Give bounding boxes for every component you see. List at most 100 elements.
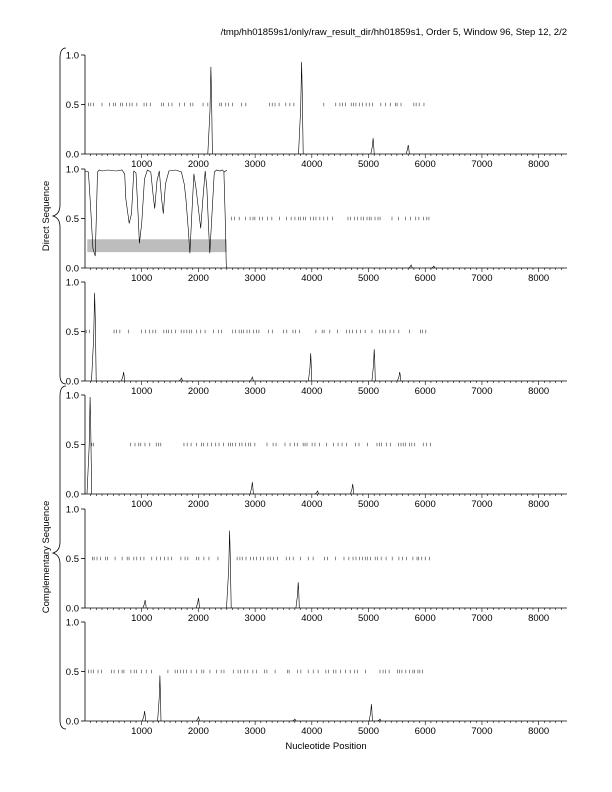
probability-peak [295,582,300,609]
panel-direct-2: 0.0 0.5 1.0 1000 2000 3000 4000 5000 6000 7000 800… [66,165,567,284]
x-tick-label: 4000 [301,726,322,737]
probability-peak [195,716,200,722]
x-tick-label: 4000 [301,386,322,397]
x-tick-label: 4000 [301,499,322,510]
x-tick-label: 1000 [131,613,152,624]
y-tick-label: 0.0 [66,717,79,728]
direct-sequence-bracket [51,47,67,385]
probability-peak [91,292,97,382]
probability-peak [371,349,376,382]
y-tick-label: 1.0 [66,618,79,629]
x-tick-label: 7000 [471,613,492,624]
x-tick-label: 5000 [358,159,379,170]
x-axis-label: Nucleotide Position [285,741,366,752]
y-tick-label: 0.5 [66,214,79,225]
x-tick-label: 2000 [188,273,209,284]
y-tick-label: 1.0 [66,278,79,289]
x-tick-label: 8000 [528,386,549,397]
x-tick-label: 1000 [131,386,152,397]
x-tick-label: 3000 [245,499,266,510]
y-tick-label: 0.5 [66,554,79,565]
highlight-region [87,239,227,253]
probability-peak [249,376,254,382]
x-tick-label: 1000 [131,159,152,170]
y-tick-label: 1.0 [66,165,79,176]
probability-peak [405,145,410,155]
x-tick-label: 2000 [188,499,209,510]
x-tick-label: 1000 [131,499,152,510]
x-tick-label: 7000 [471,386,492,397]
probability-peak [121,372,125,382]
x-tick-label: 5000 [358,499,379,510]
orf-marks [85,329,427,334]
orf-marks [230,216,430,221]
probability-peak [408,264,413,269]
y-tick-label: 0.0 [66,150,79,161]
x-tick-label: 4000 [301,613,322,624]
probability-peak [157,675,162,722]
x-tick-label: 6000 [415,726,436,737]
panel-complementary-3: 0.0 0.5 1.0 1000 2000 3000 4000 5000 6000 7000 800… [66,618,567,737]
probability-curve [84,169,227,257]
y-tick-label: 0.5 [66,100,79,111]
x-tick-label: 4000 [301,273,322,284]
probability-peak [207,66,213,155]
x-tick-label: 3000 [245,726,266,737]
probability-peak [308,353,313,382]
x-tick-label: 7000 [471,273,492,284]
y-tick-label: 0.0 [66,377,79,388]
x-tick-label: 8000 [528,499,549,510]
probability-peak [178,377,183,382]
x-tick-label: 6000 [415,613,436,624]
y-tick-label: 1.0 [66,505,79,516]
y-tick-label: 1.0 [66,51,79,62]
x-tick-label: 6000 [415,159,436,170]
x-tick-label: 2000 [188,613,209,624]
complementary-sequence-bracket [51,385,67,730]
probability-peak [142,711,146,722]
probability-peak [298,61,304,155]
y-tick-label: 1.0 [66,391,79,402]
x-tick-label: 7000 [471,499,492,510]
x-tick-label: 2000 [188,726,209,737]
probability-peak [86,396,92,495]
x-tick-label: 7000 [471,159,492,170]
y-tick-label: 0.0 [66,264,79,275]
x-tick-label: 1000 [131,273,152,284]
x-tick-label: 4000 [301,159,322,170]
panel-complementary-1: 0.0 0.5 1.0 1000 2000 3000 4000 5000 6000 7000 800… [66,391,567,510]
probability-curve [223,171,228,269]
direct-sequence-label: Direct Sequence [41,181,52,251]
x-tick-label: 3000 [245,386,266,397]
x-tick-label: 6000 [415,499,436,510]
x-tick-label: 5000 [358,726,379,737]
x-tick-label: 3000 [245,273,266,284]
probability-peak [226,530,232,609]
probability-peak [314,490,319,495]
probability-peak [397,372,402,382]
probability-peak [292,718,297,722]
panel-complementary-2: 0.0 0.5 1.0 1000 2000 3000 4000 5000 6000 7000 800… [66,505,567,624]
x-tick-label: 3000 [245,159,266,170]
x-tick-label: 8000 [528,613,549,624]
probability-peak [368,704,373,722]
probability-peak [142,600,147,609]
x-tick-label: 8000 [528,273,549,284]
x-tick-label: 1000 [131,726,152,737]
orf-marks [88,102,425,107]
y-tick-label: 0.0 [66,604,79,615]
x-tick-label: 5000 [358,273,379,284]
y-tick-label: 0.5 [66,327,79,338]
x-tick-label: 6000 [415,273,436,284]
x-tick-label: 5000 [358,386,379,397]
probability-peak [249,482,254,495]
x-tick-label: 8000 [528,159,549,170]
x-tick-label: 6000 [415,386,436,397]
probability-peak [350,484,355,495]
probability-peak [370,138,375,155]
probability-peak [431,265,436,269]
orf-marks [91,442,431,447]
orf-marks [88,669,423,674]
x-tick-label: 3000 [245,613,266,624]
